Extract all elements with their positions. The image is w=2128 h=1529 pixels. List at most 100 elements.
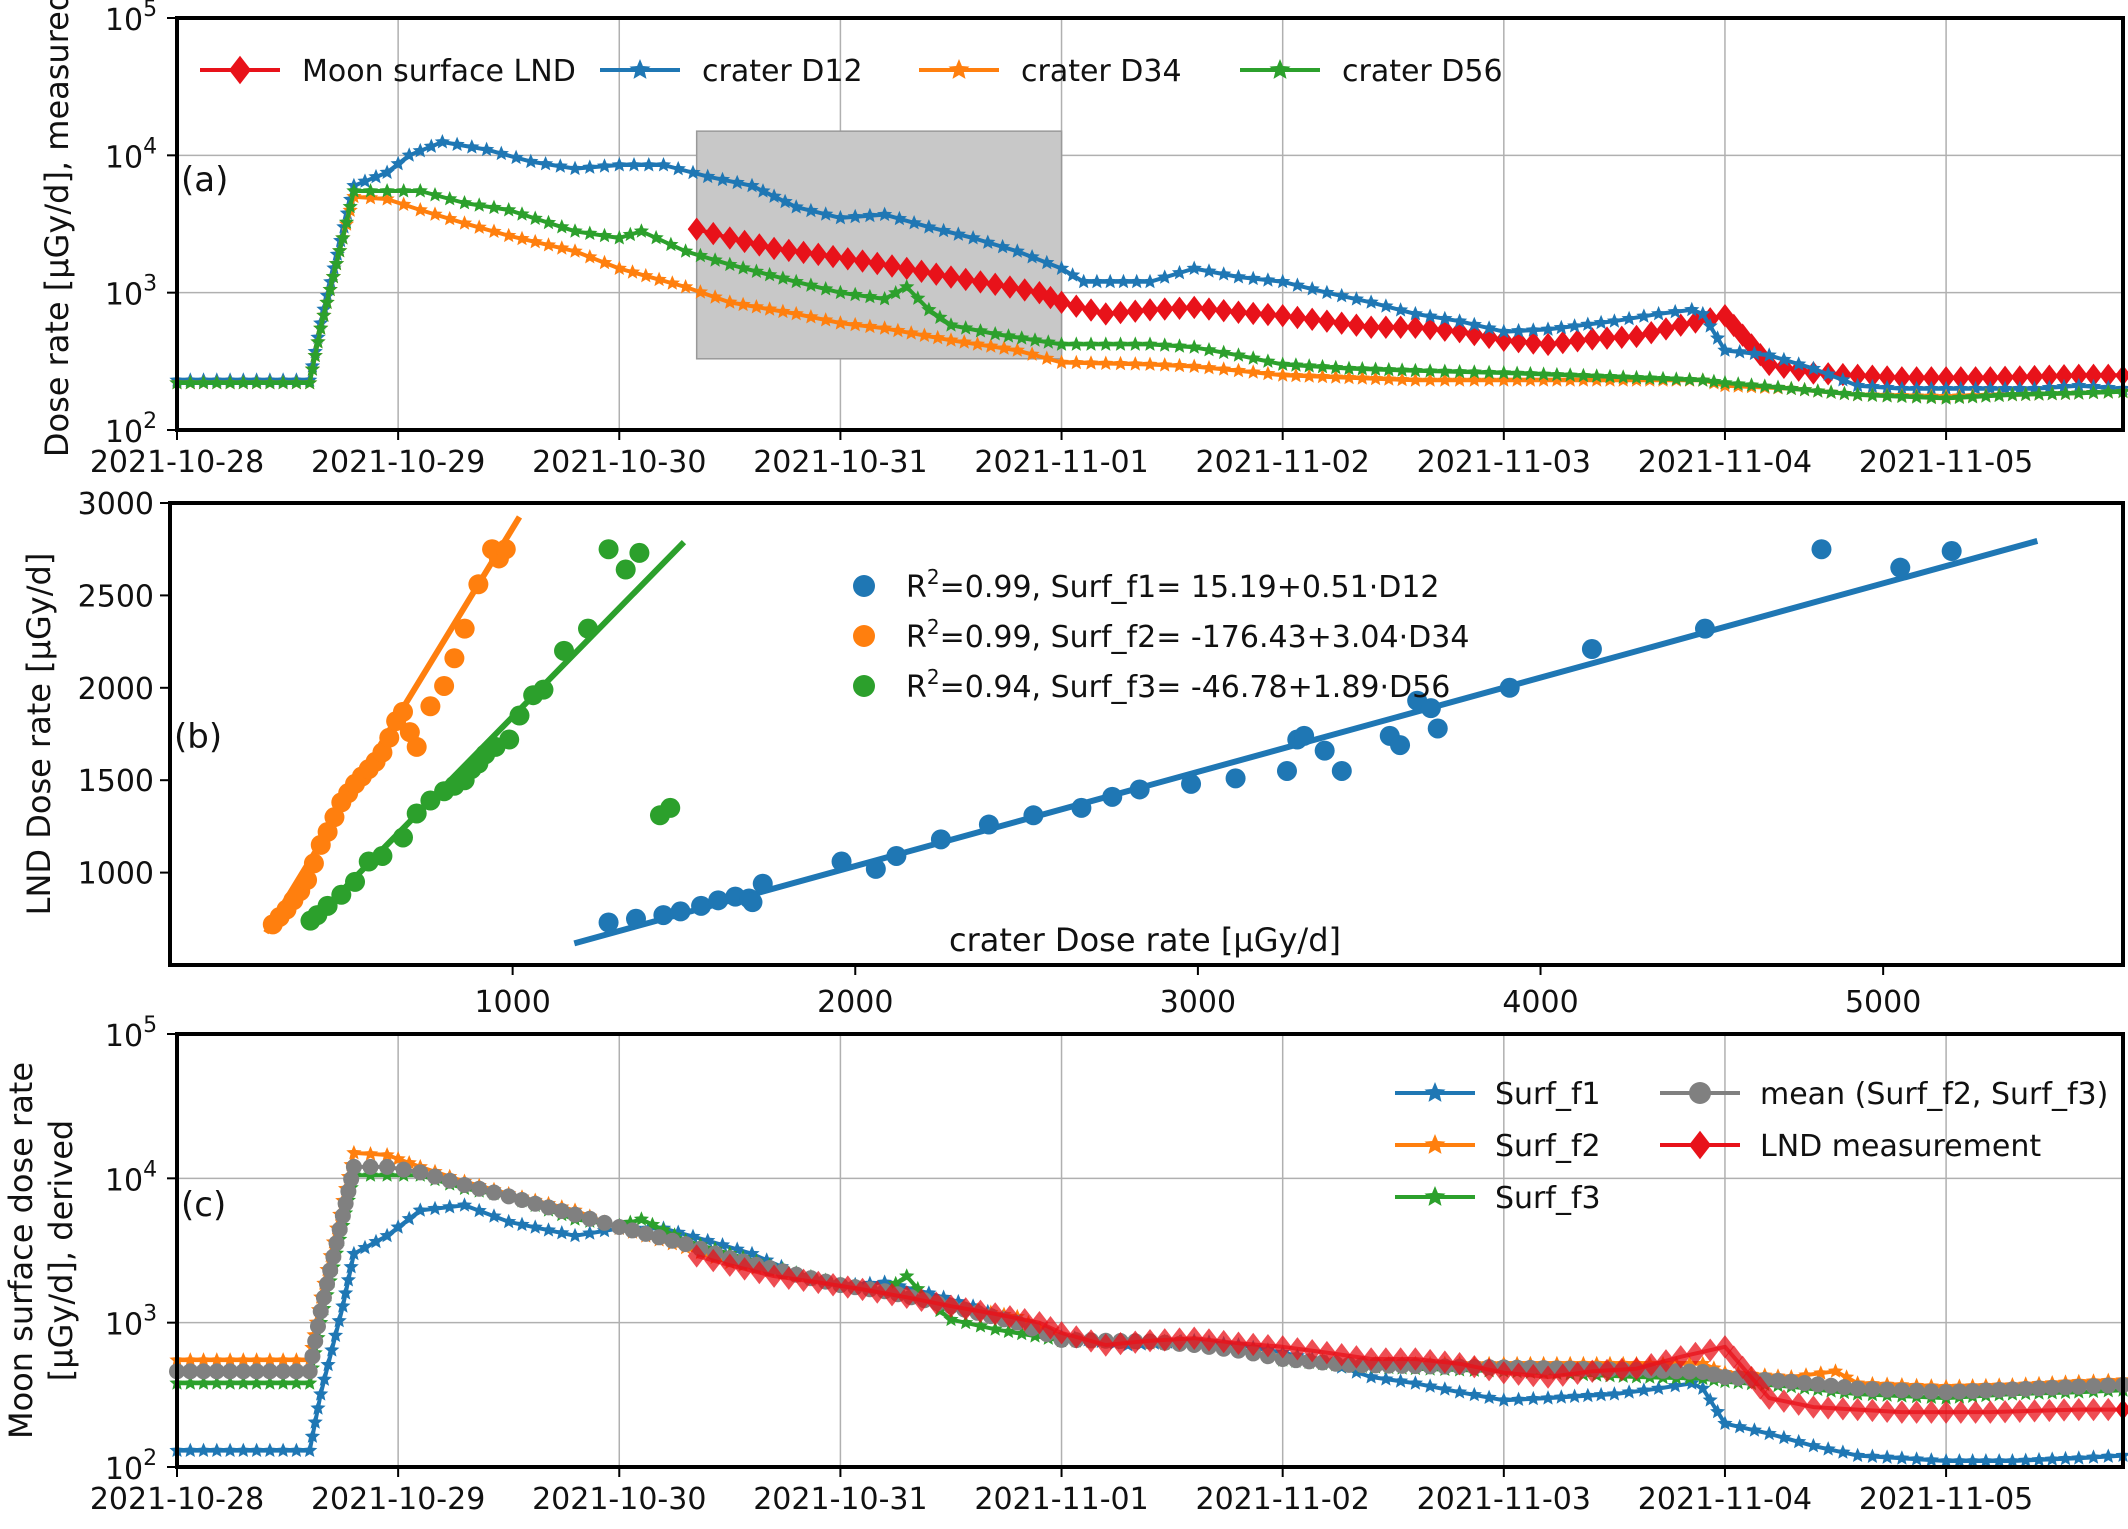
marker-star (670, 160, 686, 176)
marker-star (235, 1442, 251, 1457)
series-line (177, 140, 2124, 391)
marker-star (762, 266, 778, 282)
marker-star (1776, 351, 1792, 367)
marker-star (1702, 1392, 1718, 1407)
data-point (708, 890, 729, 911)
data-point (1420, 698, 1441, 719)
marker-diamond (1553, 330, 1572, 355)
marker-star (1245, 364, 1261, 379)
marker-star (209, 1442, 225, 1457)
marker-diamond (229, 55, 251, 85)
marker-circle (637, 1225, 654, 1242)
marker-star (921, 301, 937, 317)
marker-star (1393, 1373, 1409, 1388)
marker-star (1732, 344, 1748, 359)
marker-star (307, 347, 323, 363)
marker-star (182, 1442, 198, 1457)
marker-circle (677, 1236, 694, 1253)
marker-circle (1908, 1382, 1925, 1399)
marker-star (1636, 1382, 1652, 1397)
marker-diamond (1111, 1331, 1130, 1356)
marker-diamond (1406, 1347, 1425, 1371)
panel-1: 1000 2000 3000 4000 5000 1000 1500 2000 2500 3000… (20, 487, 2125, 1020)
marker-star (1466, 1386, 1482, 1402)
marker-star (1201, 359, 1217, 375)
marker-star (1424, 1134, 1446, 1154)
marker-diamond (853, 249, 872, 273)
marker-star (958, 1314, 974, 1330)
marker-star (2071, 385, 2087, 400)
marker-star (1328, 369, 1344, 384)
y-tick-label-base: 10 (105, 1452, 143, 1487)
marker-diamond (1465, 322, 1484, 347)
marker-star (1083, 336, 1099, 351)
marker-star (1606, 313, 1622, 328)
marker-diamond (1303, 307, 1322, 332)
marker-star (1743, 377, 1760, 392)
data-point (625, 908, 646, 929)
data-point (886, 845, 907, 866)
marker-star (1422, 372, 1438, 387)
marker-diamond (687, 1244, 706, 1268)
marker-star (956, 334, 972, 349)
marker-star (1319, 284, 1335, 300)
marker-star (1065, 267, 1081, 282)
x-tick-label: 2021-11-03 (1417, 1482, 1591, 1517)
marker-diamond (1642, 1353, 1661, 1377)
marker-diamond (1627, 324, 1646, 349)
data-point (1276, 760, 1297, 781)
legend-label: Surf_f2 (1495, 1129, 1601, 1164)
marker-diamond (1185, 1326, 1204, 1350)
marker-star (1938, 380, 1954, 396)
marker-star (1437, 372, 1453, 387)
x-axis-label: crater Dose rate [μGy/d] (949, 921, 1341, 959)
marker-star (235, 1352, 251, 1367)
data-point (499, 729, 520, 750)
marker-star (1024, 346, 1040, 361)
marker-star (1667, 1377, 1683, 1393)
legend-item: Surf_f2 (1395, 1129, 1601, 1164)
marker-star (1424, 1082, 1446, 1102)
marker-star (316, 307, 332, 322)
marker-star (1341, 369, 1357, 385)
data-point (578, 618, 599, 639)
marker-circle (1796, 1375, 1813, 1392)
marker-star (379, 164, 395, 179)
marker-diamond (1774, 1389, 1793, 1413)
marker-star (1112, 355, 1129, 371)
marker-star (714, 171, 731, 187)
marker-diamond (1244, 1332, 1263, 1357)
marker-circle (325, 1248, 342, 1265)
marker-circle (1849, 1380, 1866, 1397)
marker-star (1053, 260, 1070, 275)
data-point (1811, 539, 1832, 560)
marker-star (1422, 308, 1438, 323)
marker-star (1129, 273, 1145, 289)
marker-star (538, 156, 554, 171)
legend-label: R2=0.99, Surf_f1= 15.19+0.51·D12 (906, 565, 1440, 605)
marker-star (1201, 263, 1217, 278)
marker-star (936, 222, 952, 238)
legend-label-rest: =0.94, Surf_f3= -46.78+1.89·D56 (940, 670, 1451, 705)
marker-diamond (1465, 1354, 1484, 1379)
marker-star (1142, 356, 1158, 371)
marker-diamond (1391, 1347, 1410, 1371)
marker-star (1481, 1389, 1497, 1404)
marker-star (288, 375, 304, 390)
marker-star (611, 230, 627, 245)
marker-star (1171, 357, 1188, 373)
data-point (1694, 618, 1715, 639)
marker-star (1076, 273, 1092, 289)
y-tick-label-base: 10 (105, 415, 143, 450)
marker-star (552, 158, 568, 173)
marker-star (1761, 1425, 1777, 1441)
marker-star (1894, 1450, 1910, 1465)
marker-diamond (750, 233, 769, 257)
marker-star (1422, 363, 1438, 378)
marker-star (1850, 1447, 1866, 1462)
y-tick-label: 105 (105, 0, 157, 38)
data-point (406, 803, 427, 824)
marker-star (862, 318, 878, 334)
data-point (1499, 677, 1520, 698)
marker-diamond (1155, 1328, 1174, 1352)
